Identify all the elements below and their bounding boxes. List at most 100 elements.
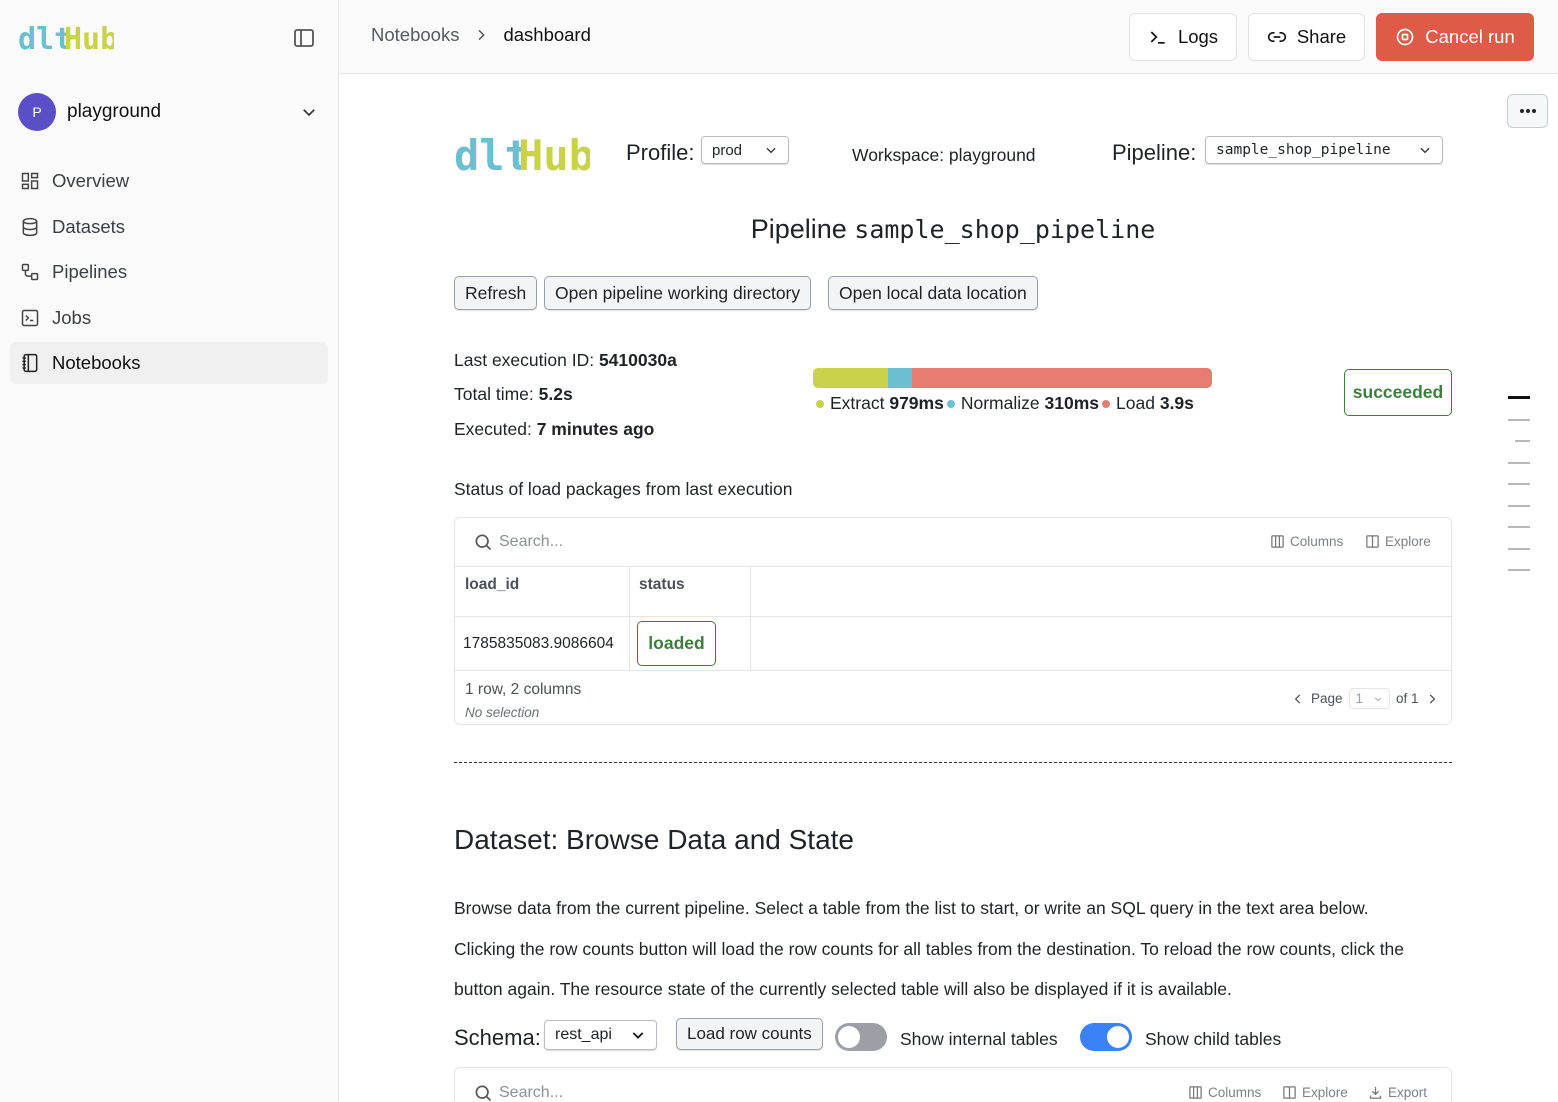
chevron-down-icon	[632, 1032, 644, 1039]
more-options-button[interactable]	[1507, 94, 1548, 128]
schema-select[interactable]: rest_api	[544, 1020, 657, 1050]
columns-button[interactable]: Columns	[1270, 534, 1343, 549]
sidebar-item-notebooks[interactable]: Notebooks	[10, 342, 328, 384]
tables-search[interactable]: Search...	[473, 1083, 563, 1102]
dlthub-logo-large: dlt Hub	[454, 131, 594, 181]
share-button[interactable]: Share	[1248, 13, 1365, 61]
workspace-text: Workspace: playground	[852, 145, 1036, 165]
workspace-selector[interactable]: P playground	[18, 92, 318, 132]
share-label: Share	[1296, 26, 1347, 47]
load-row-counts-button[interactable]: Load row counts	[676, 1018, 823, 1050]
explore-label: Explore	[1385, 534, 1431, 549]
page-of: of 1	[1396, 691, 1419, 706]
breadcrumb-parent[interactable]: Notebooks	[371, 24, 460, 45]
explore-button[interactable]: Explore	[1282, 1085, 1348, 1100]
chevron-right-icon[interactable]	[1425, 692, 1439, 706]
schema-label: Schema:	[454, 1025, 541, 1050]
packages-search[interactable]: Search...	[473, 532, 563, 552]
columns-label: Columns	[1208, 1085, 1262, 1100]
page-title-pipeline: sample_shop_pipeline	[854, 215, 1156, 244]
panel-icon	[1283, 1086, 1296, 1099]
outline-marker-active[interactable]	[1508, 396, 1530, 399]
link-icon	[1267, 32, 1286, 42]
avatar: P	[18, 93, 56, 131]
breadcrumb: Notebooks dashboard	[371, 24, 591, 46]
cancel-run-button[interactable]: Cancel run	[1376, 13, 1534, 61]
load-label: Load	[1116, 393, 1155, 413]
outline-marker[interactable]	[1508, 547, 1530, 550]
sidebar-item-label: Pipelines	[52, 261, 128, 282]
normalize-dot	[946, 399, 955, 408]
terminal-icon	[21, 309, 39, 326]
show-child-tables-toggle[interactable]	[1080, 1023, 1132, 1051]
total-time-value: 5.2s	[538, 384, 573, 404]
execution-id-label: Last execution ID:	[454, 350, 595, 370]
column-header-load-id[interactable]: load_id	[465, 576, 520, 593]
profile-select[interactable]: prod	[701, 136, 789, 164]
profile-label: Profile:	[626, 140, 695, 165]
download-icon	[1369, 1086, 1382, 1099]
pipeline-value: sample_shop_pipeline	[1216, 142, 1391, 158]
page-label: Page	[1311, 691, 1343, 706]
load-value: 3.9s	[1159, 393, 1194, 413]
tables-table: Search... Columns Explore Export	[454, 1067, 1452, 1102]
status-badge: succeeded	[1344, 369, 1452, 416]
terminal-prompt-icon	[1150, 31, 1165, 44]
logo-hub-text: Hub	[518, 132, 590, 176]
breadcrumb-current: dashboard	[503, 24, 591, 45]
workspace-name: playground	[67, 101, 162, 122]
execution-id: Last execution ID: 5410030a	[454, 350, 677, 371]
dlthub-logo[interactable]: dlt Hub	[18, 22, 118, 59]
columns-label: Columns	[1290, 534, 1344, 549]
explore-button[interactable]: Explore	[1365, 534, 1431, 549]
outline-marker[interactable]	[1515, 440, 1530, 442]
sidebar-item-jobs[interactable]: Jobs	[10, 297, 328, 339]
chevron-left-icon[interactable]	[1291, 692, 1305, 706]
show-internal-tables-label: Show internal tables	[900, 1029, 1058, 1049]
outline-marker[interactable]	[1508, 483, 1530, 485]
notebook-icon	[22, 353, 38, 373]
show-child-tables-label: Show child tables	[1145, 1029, 1282, 1049]
logs-button[interactable]: Logs	[1129, 13, 1237, 61]
columns-icon	[1271, 535, 1284, 548]
divider	[750, 566, 751, 670]
sidebar-item-datasets[interactable]: Datasets	[10, 206, 328, 248]
divider	[455, 566, 1451, 567]
logo-hub-text: Hub	[64, 22, 114, 54]
sidebar-item-overview[interactable]: Overview	[10, 160, 328, 202]
pipeline-label: Pipeline:	[1112, 140, 1197, 165]
total-time-label: Total time:	[454, 384, 534, 404]
open-local-data-button[interactable]: Open local data location	[828, 276, 1038, 310]
columns-button[interactable]: Columns	[1188, 1085, 1261, 1100]
schema-value: rest_api	[555, 1026, 612, 1043]
normalize-value: 310ms	[1044, 393, 1100, 413]
show-internal-tables-toggle[interactable]	[835, 1023, 887, 1051]
pipeline-select[interactable]: sample_shop_pipeline	[1205, 136, 1443, 164]
logs-label: Logs	[1177, 26, 1219, 47]
sidebar-item-pipelines[interactable]: Pipelines	[10, 251, 328, 293]
export-button[interactable]: Export	[1368, 1085, 1427, 1100]
sidebar-toggle-icon[interactable]	[292, 26, 316, 50]
columns-icon	[1189, 1086, 1202, 1099]
panel-icon	[1366, 535, 1379, 548]
extract-value: 979ms	[889, 393, 944, 413]
outline-marker[interactable]	[1508, 504, 1530, 507]
page-title: Pipeline sample_shop_pipeline	[454, 214, 1452, 245]
divider	[629, 566, 630, 670]
outline-marker[interactable]	[1508, 418, 1530, 421]
outline-marker[interactable]	[1508, 461, 1530, 464]
timing-bar	[813, 368, 1212, 388]
timing-segment-normalize	[888, 368, 913, 388]
column-header-status[interactable]: status	[639, 576, 685, 593]
outline-minimap[interactable]	[1508, 396, 1530, 591]
outline-marker[interactable]	[1508, 526, 1530, 528]
grid-icon	[21, 172, 39, 190]
open-working-directory-button[interactable]: Open pipeline working directory	[544, 276, 812, 310]
outline-marker[interactable]	[1508, 569, 1530, 571]
search-icon	[475, 1085, 492, 1102]
executed-label: Executed:	[454, 419, 532, 439]
sidebar-item-label: Overview	[52, 170, 130, 191]
page-select[interactable]: 1	[1348, 688, 1391, 709]
chevron-down-icon	[766, 147, 776, 154]
refresh-button[interactable]: Refresh	[454, 276, 538, 310]
